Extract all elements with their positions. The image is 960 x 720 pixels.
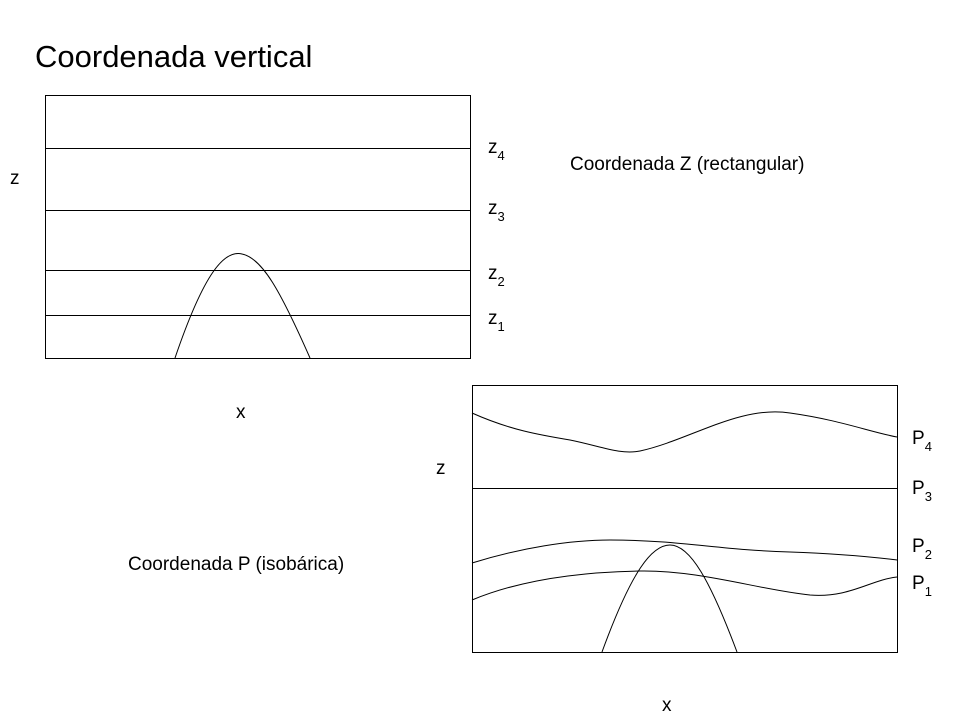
isobar	[471, 539, 898, 564]
axis-label: x	[236, 402, 246, 423]
p-level-label: P1	[912, 573, 932, 599]
isobar	[471, 570, 898, 601]
isobar	[471, 411, 898, 453]
z-level-label: z4	[488, 137, 505, 163]
z-level-label: z2	[488, 263, 505, 289]
z-level-label: z1	[488, 308, 505, 334]
p-level-label: P3	[912, 478, 932, 504]
mountain	[174, 253, 311, 359]
z-level-label: z3	[488, 198, 505, 224]
title: Coordenada vertical	[35, 39, 312, 74]
caption: Coordenada P (isobárica)	[128, 554, 344, 575]
mountain	[601, 544, 738, 653]
caption: Coordenada Z (rectangular)	[570, 154, 804, 175]
p-level-label: P2	[912, 536, 932, 562]
axis-label: z	[10, 168, 20, 189]
p-level-label: P4	[912, 428, 932, 454]
p-frame	[472, 385, 898, 653]
axis-label: x	[662, 695, 672, 716]
z-frame	[45, 95, 471, 359]
axis-label: z	[436, 458, 446, 479]
